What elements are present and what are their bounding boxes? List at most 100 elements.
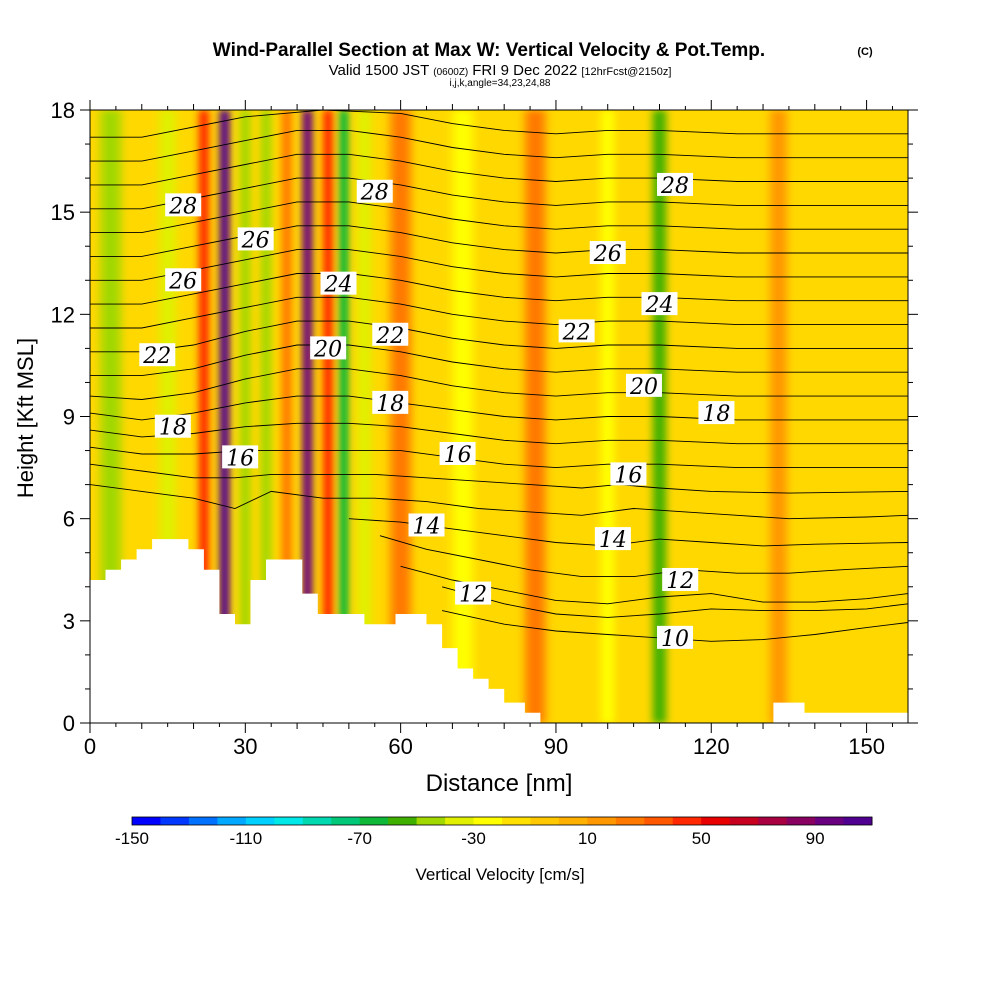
colorbar-swatch: [530, 817, 560, 825]
colorbar-swatch: [359, 817, 389, 825]
w-band: [299, 110, 316, 723]
contour-label: 24: [324, 273, 353, 298]
contour-label: 26: [593, 242, 622, 267]
forecast-info: [12hrFcst@2150z]: [581, 66, 671, 78]
contour-label: 22: [142, 344, 171, 369]
colorbar-label: Vertical Velocity [cm/s]: [415, 865, 584, 884]
colorbar-tick-label: -110: [229, 829, 262, 848]
theta-contour: [90, 296, 908, 329]
contour-label: 16: [444, 443, 472, 468]
colorbar-swatch: [473, 817, 503, 825]
theta-contour: [90, 484, 908, 520]
contour-label: 28: [660, 174, 689, 199]
valid-date: FRI 9 Dec 2022: [472, 62, 577, 79]
contour-label-bg: [154, 414, 191, 438]
colorbar-swatch: [302, 817, 332, 825]
contour-label: 18: [159, 416, 187, 441]
contour-label-bg: [372, 322, 409, 346]
colorbar-swatch: [729, 817, 759, 825]
colorbar-swatch: [815, 817, 845, 825]
y-tick-label: 3: [63, 609, 75, 634]
contour-label-bg: [139, 343, 176, 367]
w-band: [354, 110, 375, 723]
contour-label-bg: [237, 227, 274, 251]
colorbar-tick-label: -150: [115, 829, 149, 848]
colorbar-ticks: -150 -110 -70 -30 10 50 90: [115, 829, 825, 848]
contour-label-bg: [594, 527, 631, 551]
colorbar-swatch: [587, 817, 617, 825]
colorbar-swatch: [445, 817, 475, 825]
theta-contour: [90, 463, 908, 494]
y-tick-label: 12: [51, 302, 75, 327]
w-band: [447, 110, 479, 723]
w-band: [765, 110, 792, 723]
contour-label: 20: [313, 337, 342, 362]
contour-label: 10: [661, 627, 689, 652]
contour-label: 26: [241, 228, 270, 253]
terrain-profile: [90, 539, 908, 723]
contour-label-bg: [589, 241, 626, 265]
contour-label-bg: [698, 401, 735, 425]
colorbar: [131, 816, 873, 826]
contour-label-bg: [657, 172, 694, 196]
contour-label-bg: [641, 292, 678, 316]
contour-label: 24: [644, 293, 673, 318]
y-axis-label: Height [Kft MSL]: [13, 338, 38, 498]
colorbar-frame: [131, 816, 873, 826]
x-axis: 0 30 60 90 120 150: [84, 100, 893, 759]
theta-contour: [441, 586, 908, 618]
colorbar-swatch: [758, 817, 788, 825]
y-tick-label: 0: [63, 711, 75, 736]
colorbar-swatch: [188, 817, 218, 825]
colorbar-swatch: [615, 817, 645, 825]
x-tick-label: 60: [388, 734, 412, 759]
w-band: [320, 110, 336, 723]
colorbar-tick-label: -70: [347, 829, 372, 848]
colorbar-swatch: [160, 817, 190, 825]
contour-label: 14: [599, 528, 627, 553]
contour-label-bg: [310, 336, 347, 360]
colorbar-swatch: [245, 817, 275, 825]
y-tick-label: 9: [63, 405, 75, 430]
y-tick-label: 18: [51, 98, 75, 123]
colorbar-swatch: [786, 817, 816, 825]
theta-contour: [90, 422, 908, 445]
w-band: [335, 110, 352, 723]
valid-time: Valid 1500 JST: [329, 62, 430, 79]
y-tick-label: 15: [51, 200, 75, 225]
colorbar-swatch: [701, 817, 731, 825]
contour-label: 18: [702, 402, 730, 427]
utc-time: (0600Z): [433, 67, 468, 78]
contour-label-bg: [165, 268, 202, 292]
colorbar-swatch: [843, 817, 873, 825]
theta-contour: [90, 344, 908, 377]
x-tick-label: 0: [84, 734, 96, 759]
colorbar-swatch: [217, 817, 247, 825]
theta-contour: [90, 273, 908, 305]
contour-label: 28: [360, 181, 389, 206]
contour-label: 26: [168, 269, 197, 294]
x-tick-label: 30: [233, 734, 257, 759]
x-axis-label: Distance [nm]: [426, 770, 573, 797]
contour-label: 14: [413, 514, 441, 539]
y-axis: 0 3 6 9 12 15 18: [51, 98, 918, 736]
theta-contour: [90, 177, 908, 210]
contour-label-bg: [610, 462, 647, 486]
w-band: [519, 110, 551, 723]
contour-label: 16: [614, 463, 642, 488]
colorbar-tick-label: 10: [578, 829, 597, 848]
theta-contour: [90, 153, 908, 186]
colorbar-swatch: [388, 817, 418, 825]
vertical-velocity-field: [95, 110, 792, 723]
w-band: [237, 110, 254, 723]
theta-contour: [90, 110, 908, 138]
contour-label: 22: [562, 320, 591, 345]
colorbar-tick-label: 50: [692, 829, 711, 848]
contour-label-bg: [372, 390, 409, 414]
theta-contour: [90, 249, 908, 281]
plot-area: 28 26 28 28 26 24 26 24 22 20 22 22 20 18 18 18 16 16 16 14…: [89, 109, 909, 724]
contour-label-bg: [222, 445, 259, 469]
theta-contour: [90, 320, 908, 353]
contour-label: 12: [459, 583, 487, 608]
